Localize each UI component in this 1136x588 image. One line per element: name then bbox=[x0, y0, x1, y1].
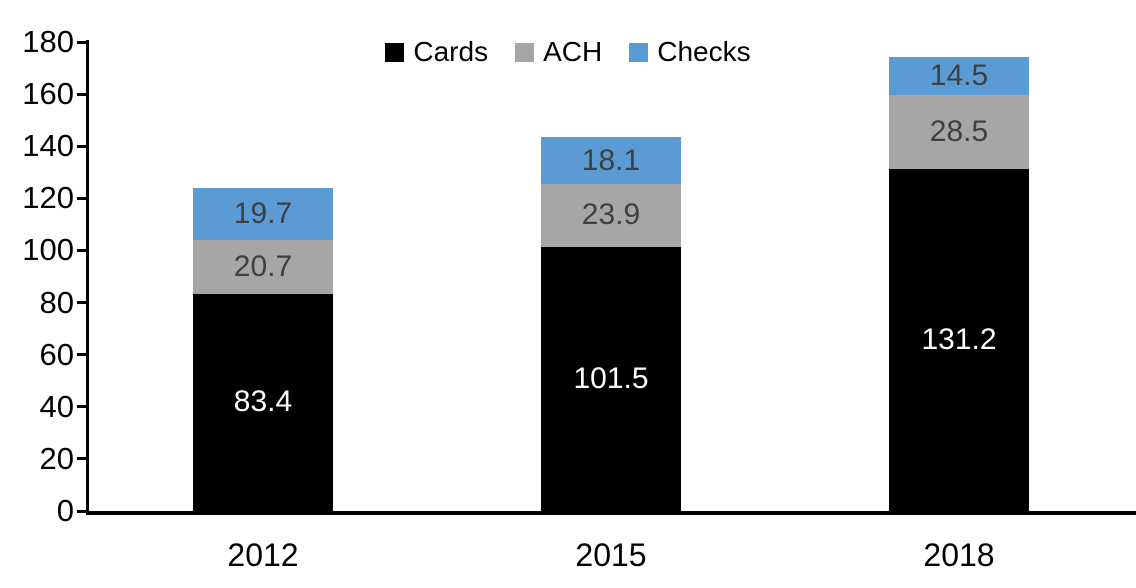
y-axis-tick bbox=[77, 92, 86, 96]
bar-segment-2015-cards: 101.5 bbox=[541, 246, 681, 511]
legend-item-ach: ACH bbox=[515, 38, 602, 66]
bar-segment-2015-checks: 18.1 bbox=[541, 137, 681, 185]
bar-segment-2018-cards: 131.2 bbox=[889, 169, 1029, 511]
y-axis-tick-label: 120 bbox=[22, 180, 74, 216]
legend-label-ach: ACH bbox=[543, 36, 603, 67]
bar-segment-2012-cards: 83.4 bbox=[193, 293, 333, 511]
y-axis-tick-label: 140 bbox=[22, 128, 74, 164]
ach-swatch-icon bbox=[515, 42, 535, 62]
y-axis-tick bbox=[77, 248, 86, 252]
data-label-2015-checks: 18.1 bbox=[581, 143, 641, 177]
y-axis-tick bbox=[77, 353, 86, 357]
y-axis-tick bbox=[77, 301, 86, 305]
y-axis-tick bbox=[77, 457, 86, 461]
y-axis-tick bbox=[77, 40, 86, 44]
x-axis-category-label: 2018 bbox=[923, 537, 995, 573]
y-axis-tick bbox=[77, 405, 86, 409]
checks-swatch-icon bbox=[629, 42, 649, 62]
bar-segment-2018-ach: 28.5 bbox=[889, 94, 1029, 170]
data-label-2015-ach: 23.9 bbox=[581, 198, 641, 232]
x-axis-category-label: 2012 bbox=[227, 537, 299, 573]
y-axis-tick-label: 60 bbox=[39, 336, 74, 372]
legend-item-cards: Cards bbox=[385, 38, 488, 66]
legend-item-checks: Checks bbox=[629, 36, 751, 67]
y-axis-tick bbox=[77, 196, 86, 200]
y-axis-tick-label: 20 bbox=[39, 440, 74, 476]
legend-label-checks: Checks bbox=[657, 36, 751, 67]
y-axis-tick-label: 40 bbox=[39, 388, 74, 424]
data-label-2018-ach: 28.5 bbox=[929, 115, 989, 149]
y-axis-tick-label: 80 bbox=[39, 284, 74, 320]
bar-segment-2012-checks: 19.7 bbox=[193, 188, 333, 240]
y-axis-tick-label: 100 bbox=[22, 232, 74, 268]
y-axis-tick-label: 160 bbox=[22, 76, 74, 112]
bar-segment-2015-ach: 23.9 bbox=[541, 184, 681, 247]
y-axis-tick-label: 180 bbox=[22, 24, 74, 59]
bar-segment-2018-checks: 14.5 bbox=[889, 57, 1029, 95]
data-label-2015-cards: 101.5 bbox=[573, 361, 649, 395]
y-axis-tick bbox=[77, 144, 86, 148]
data-label-2012-checks: 19.7 bbox=[233, 197, 293, 231]
data-label-2018-checks: 14.5 bbox=[929, 58, 989, 92]
legend: Cards ACH Checks bbox=[0, 38, 1136, 66]
cards-swatch-icon bbox=[385, 42, 405, 62]
data-label-2012-ach: 20.7 bbox=[233, 249, 293, 283]
data-label-2012-cards: 83.4 bbox=[233, 385, 293, 419]
y-axis-tick bbox=[77, 509, 86, 513]
y-axis-tick-label: 0 bbox=[56, 493, 74, 528]
y-axis-line bbox=[86, 40, 89, 515]
x-axis-line bbox=[86, 511, 1136, 515]
data-label-2018-cards: 131.2 bbox=[921, 323, 997, 357]
x-axis-category-label: 2015 bbox=[575, 537, 647, 573]
legend-label-cards: Cards bbox=[413, 36, 489, 67]
bar-segment-2012-ach: 20.7 bbox=[193, 239, 333, 294]
